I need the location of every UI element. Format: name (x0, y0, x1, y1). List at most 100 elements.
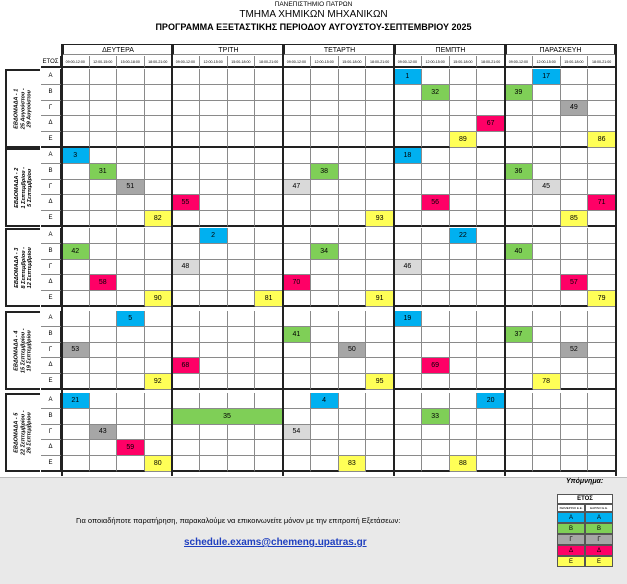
schedule-cell[interactable] (560, 393, 589, 409)
schedule-cell[interactable] (89, 456, 117, 472)
schedule-cell[interactable] (477, 342, 505, 359)
schedule-cell[interactable] (338, 132, 367, 148)
exam-cell[interactable]: 83 (338, 456, 367, 472)
exam-cell[interactable]: 79 (588, 291, 616, 307)
schedule-cell[interactable] (283, 211, 311, 227)
schedule-cell[interactable] (172, 393, 200, 409)
schedule-cell[interactable] (338, 408, 367, 425)
schedule-cell[interactable] (560, 84, 589, 101)
schedule-cell[interactable] (89, 440, 117, 457)
schedule-cell[interactable] (477, 243, 505, 260)
schedule-cell[interactable] (338, 259, 367, 276)
schedule-cell[interactable] (199, 259, 228, 276)
exam-cell[interactable]: 85 (560, 211, 589, 227)
schedule-cell[interactable] (144, 259, 172, 276)
schedule-cell[interactable] (199, 179, 228, 196)
schedule-cell[interactable] (62, 228, 90, 244)
schedule-cell[interactable] (338, 326, 367, 343)
schedule-cell[interactable] (89, 148, 117, 164)
schedule-cell[interactable] (588, 374, 616, 390)
schedule-cell[interactable] (338, 69, 367, 85)
schedule-cell[interactable] (144, 195, 172, 212)
schedule-cell[interactable] (338, 275, 367, 292)
schedule-cell[interactable] (144, 116, 172, 133)
exam-cell[interactable]: 47 (283, 179, 311, 196)
schedule-cell[interactable] (560, 69, 589, 85)
schedule-cell[interactable] (255, 440, 283, 457)
schedule-cell[interactable] (366, 228, 394, 244)
schedule-cell[interactable] (199, 374, 228, 390)
schedule-cell[interactable] (338, 211, 367, 227)
schedule-cell[interactable] (227, 326, 256, 343)
schedule-cell[interactable] (144, 148, 172, 164)
schedule-cell[interactable] (560, 326, 589, 343)
schedule-cell[interactable] (255, 228, 283, 244)
schedule-cell[interactable] (310, 69, 339, 85)
schedule-cell[interactable] (421, 132, 450, 148)
schedule-cell[interactable] (532, 275, 561, 292)
schedule-cell[interactable] (255, 393, 283, 409)
schedule-cell[interactable] (421, 69, 450, 85)
schedule-cell[interactable] (117, 326, 145, 343)
schedule-cell[interactable] (89, 195, 117, 212)
schedule-cell[interactable] (421, 393, 450, 409)
schedule-cell[interactable] (588, 259, 616, 276)
schedule-cell[interactable] (588, 84, 616, 101)
exam-cell[interactable]: 37 (505, 326, 533, 343)
schedule-cell[interactable] (560, 179, 589, 196)
schedule-cell[interactable] (505, 179, 533, 196)
schedule-cell[interactable] (89, 291, 117, 307)
schedule-cell[interactable] (227, 148, 256, 164)
schedule-cell[interactable] (283, 440, 311, 457)
schedule-cell[interactable] (477, 211, 505, 227)
exam-cell[interactable]: 69 (421, 358, 450, 375)
exam-cell[interactable]: 67 (477, 116, 505, 133)
schedule-cell[interactable] (62, 259, 90, 276)
schedule-cell[interactable] (394, 326, 422, 343)
schedule-cell[interactable] (117, 243, 145, 260)
schedule-cell[interactable] (477, 132, 505, 148)
schedule-cell[interactable] (199, 393, 228, 409)
schedule-cell[interactable] (421, 228, 450, 244)
schedule-cell[interactable] (199, 116, 228, 133)
schedule-cell[interactable] (310, 358, 339, 375)
exam-cell[interactable]: 91 (366, 291, 394, 307)
schedule-cell[interactable] (310, 179, 339, 196)
schedule-cell[interactable] (89, 228, 117, 244)
schedule-cell[interactable] (310, 84, 339, 101)
schedule-cell[interactable] (421, 148, 450, 164)
schedule-cell[interactable] (89, 132, 117, 148)
schedule-cell[interactable] (532, 393, 561, 409)
schedule-cell[interactable] (62, 116, 90, 133)
schedule-cell[interactable] (89, 179, 117, 196)
exam-cell[interactable]: 19 (394, 311, 422, 327)
schedule-cell[interactable] (505, 393, 533, 409)
schedule-cell[interactable] (532, 163, 561, 180)
schedule-cell[interactable] (62, 69, 90, 85)
schedule-cell[interactable] (366, 69, 394, 85)
schedule-cell[interactable] (505, 456, 533, 472)
schedule-cell[interactable] (283, 374, 311, 390)
schedule-cell[interactable] (449, 358, 478, 375)
schedule-cell[interactable] (449, 275, 478, 292)
exam-cell[interactable]: 92 (144, 374, 172, 390)
schedule-cell[interactable] (283, 195, 311, 212)
schedule-cell[interactable] (117, 100, 145, 117)
exam-cell[interactable]: 55 (172, 195, 200, 212)
schedule-cell[interactable] (394, 408, 422, 425)
schedule-cell[interactable] (172, 116, 200, 133)
schedule-cell[interactable] (144, 243, 172, 260)
exam-cell[interactable]: 41 (283, 326, 311, 343)
schedule-cell[interactable] (117, 132, 145, 148)
schedule-cell[interactable] (255, 195, 283, 212)
exam-cell[interactable]: 46 (394, 259, 422, 276)
exam-cell[interactable]: 4 (310, 393, 339, 409)
schedule-cell[interactable] (532, 408, 561, 425)
exam-cell[interactable]: 78 (532, 374, 561, 390)
schedule-cell[interactable] (199, 275, 228, 292)
schedule-cell[interactable] (421, 326, 450, 343)
schedule-cell[interactable] (505, 69, 533, 85)
schedule-cell[interactable] (144, 424, 172, 441)
schedule-cell[interactable] (366, 179, 394, 196)
schedule-cell[interactable] (310, 456, 339, 472)
